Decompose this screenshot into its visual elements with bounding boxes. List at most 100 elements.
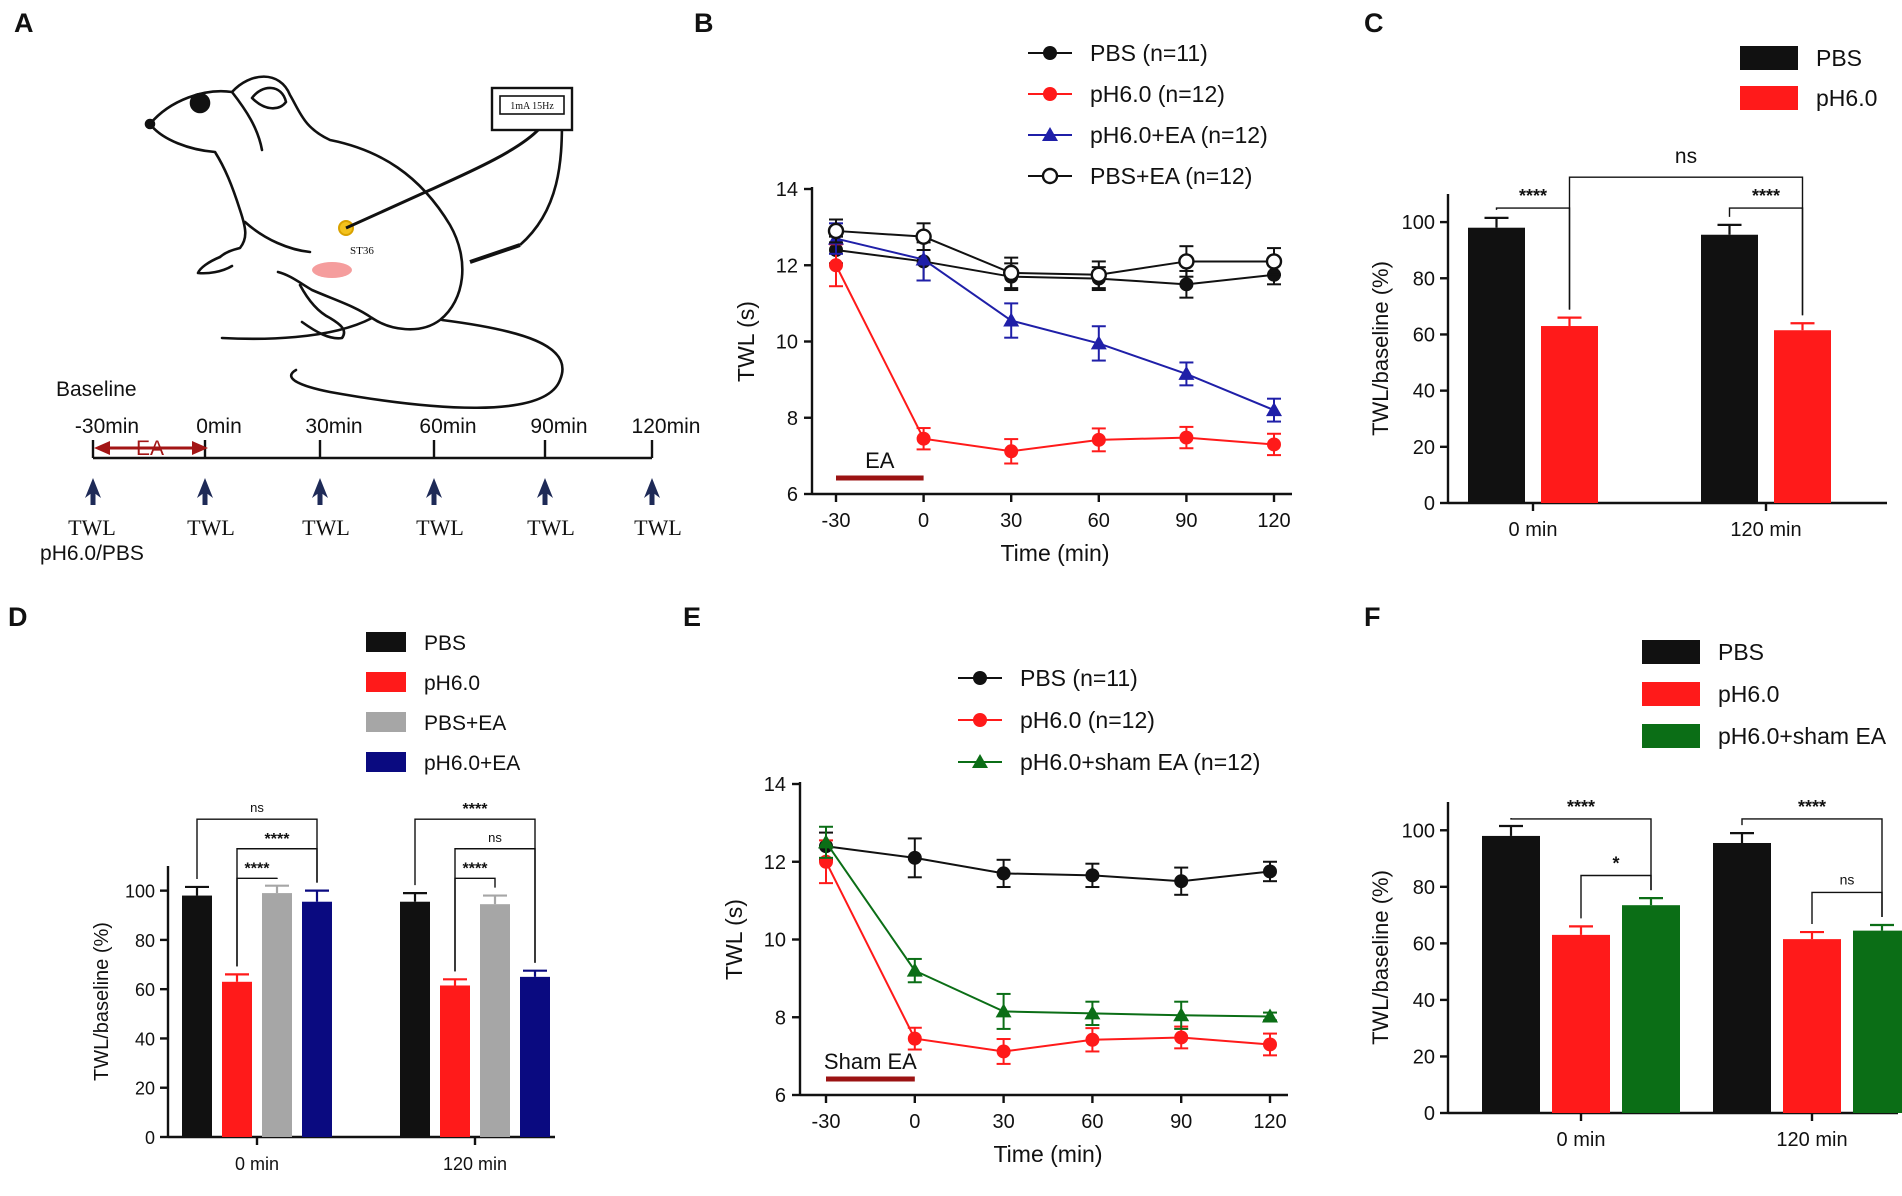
measure-arrow-icon-0: [85, 478, 101, 498]
y-tick-label-B-1: 8: [787, 408, 798, 430]
twl-measure-label-4: TWL: [527, 515, 575, 540]
significance-label-F-2: ns: [1840, 871, 1855, 887]
legend-swatch-D-1: [366, 672, 406, 692]
y-axis-title-B: TWL (s): [733, 301, 759, 382]
stimulator-label: 1mA 15Hz: [510, 101, 554, 112]
y-axis-title-E: TWL (s): [721, 899, 747, 980]
bar-F-1-2: [1853, 930, 1902, 1113]
legend-marker-B-1: [1043, 87, 1057, 101]
significance-label-C-1: ****: [1752, 186, 1780, 206]
panel-c-bar-chart: 0 20 40 60 80 100 TWL/baseline (%) 0 min 120 min…: [1368, 45, 1887, 541]
bar-D-0-0: [182, 895, 212, 1137]
timepoint-label-3: 60min: [419, 415, 476, 438]
data-point-E-2-0: [818, 834, 834, 849]
y-axis-title-F: TWL/baseline (%): [1368, 870, 1393, 1045]
data-point-B-1-5: [1267, 437, 1281, 452]
legend-swatch-F-0: [1642, 640, 1700, 664]
legend-label-B-2: pH6.0+EA (n=12): [1090, 122, 1268, 148]
legend-label-F-1: pH6.0: [1718, 681, 1779, 707]
y-axis-title-D: TWL/baseline (%): [91, 922, 113, 1081]
significance-bracket-F-1: [1510, 818, 1652, 891]
legend-marker-B-0: [1043, 46, 1057, 60]
bar-C-1-0: [1701, 234, 1758, 503]
x-tick-label-E-0: -30: [812, 1111, 841, 1133]
measure-arrow-icon-3: [426, 478, 442, 498]
electrode-wire-1: [345, 122, 559, 230]
significance-label-D-2: ns: [250, 800, 264, 815]
y-tick-label-D-3: 60: [135, 980, 155, 1000]
legend-marker-B-2: [1042, 127, 1058, 141]
series-line-B-1: [835, 264, 1275, 453]
y-tick-label-D-0: 0: [145, 1128, 155, 1148]
y-tick-label-F-0: 0: [1424, 1103, 1435, 1125]
data-point-E-2-1: [906, 962, 923, 977]
legend-swatch-C-0: [1740, 46, 1798, 70]
rat-illustration: [144, 75, 564, 410]
series-line-B-3: [835, 229, 1274, 276]
data-point-E-0-1: [907, 850, 922, 865]
panel-f-bar-chart: 0 20 40 60 80 100 TWL/baseline (%) 0 min 120 min…: [1368, 639, 1902, 1151]
series-line-E-1: [825, 861, 1271, 1053]
data-point-E-2-2: [995, 1003, 1012, 1018]
y-tick-label-B-2: 10: [776, 332, 798, 354]
legend-label-B-3: PBS+EA (n=12): [1090, 163, 1252, 189]
significance-label-D-0: ****: [245, 860, 271, 877]
bar-D-1-0: [400, 901, 430, 1137]
panel-label-a: A: [14, 8, 34, 38]
y-tick-label-F-4: 80: [1413, 877, 1435, 899]
x-axis-title-E: Time (min): [993, 1141, 1102, 1167]
x-tick-label-B-4: 90: [1175, 510, 1197, 532]
significance-label-D-3: ****: [463, 860, 489, 877]
y-tick-label-C-4: 80: [1413, 268, 1435, 290]
data-point-B-1-4: [1179, 430, 1194, 445]
y-tick-label-C-5: 100: [1402, 212, 1435, 234]
category-label-C-0: 0 min: [1509, 519, 1558, 541]
data-point-E-2-3: [1084, 1005, 1101, 1020]
x-tick-label-E-3: 60: [1081, 1111, 1103, 1133]
x-tick-label-E-1: 0: [909, 1111, 920, 1133]
data-point-B-3-3: [1090, 266, 1108, 283]
significance-bracket-F-3: [1741, 818, 1883, 917]
panel-label-e: E: [683, 602, 701, 632]
bar-D-0-2: [262, 893, 292, 1137]
x-tick-label-B-1: 0: [918, 510, 929, 532]
data-point-B-2-2: [1003, 312, 1020, 327]
y-tick-label-D-1: 20: [135, 1079, 155, 1099]
twl-measure-label-5: TWL: [634, 515, 682, 540]
legend-label-E-1: pH6.0 (n=12): [1020, 707, 1155, 733]
y-tick-label-C-1: 20: [1413, 437, 1435, 459]
y-tick-label-D-4: 80: [135, 931, 155, 951]
y-axis-title-C: TWL/baseline (%): [1368, 261, 1393, 436]
electrode-wire-2: [519, 119, 564, 246]
data-point-B-3-4: [1178, 253, 1195, 270]
legend-label-F-0: PBS: [1718, 639, 1764, 665]
measure-arrow-icon-1: [197, 478, 213, 498]
legend-label-D-2: PBS+EA: [424, 712, 506, 735]
legend-label-E-2: pH6.0+sham EA (n=12): [1020, 749, 1260, 775]
bar-D-0-1: [222, 981, 252, 1137]
legend-marker-E-1: [973, 713, 987, 727]
y-tick-label-D-5: 100: [125, 882, 155, 902]
legend-label-B-0: PBS (n=11): [1090, 40, 1208, 66]
significance-label-D-1: ****: [265, 831, 291, 848]
stimulation-label-E: Sham EA: [824, 1049, 917, 1074]
timepoint-label-5: 120min: [632, 415, 701, 438]
data-point-B-1-1: [916, 431, 931, 446]
panel-d-bar-chart: 0 20 40 60 80 100 TWL/baseline (%) 0 min 120 min…: [91, 632, 555, 1174]
x-tick-label-E-5: 120: [1253, 1111, 1286, 1133]
data-point-E-2-4: [1173, 1007, 1190, 1022]
category-label-D-0: 0 min: [235, 1154, 279, 1174]
bar-D-1-2: [480, 904, 510, 1137]
acupoint-label: ST36: [350, 245, 374, 257]
bar-C-0-0: [1468, 227, 1525, 503]
y-tick-label-B-4: 14: [776, 179, 798, 201]
bar-F-1-0: [1713, 842, 1771, 1113]
legend-swatch-F-2: [1642, 724, 1700, 748]
x-tick-label-B-3: 60: [1088, 510, 1110, 532]
y-tick-label-C-0: 0: [1424, 493, 1435, 515]
data-point-B-3-5: [1265, 253, 1283, 270]
timepoint-label-0: -30min: [75, 415, 139, 438]
data-point-B-0-4: [1179, 277, 1194, 292]
significance-label-F-1: ****: [1567, 797, 1595, 817]
bar-F-0-0: [1482, 835, 1540, 1113]
